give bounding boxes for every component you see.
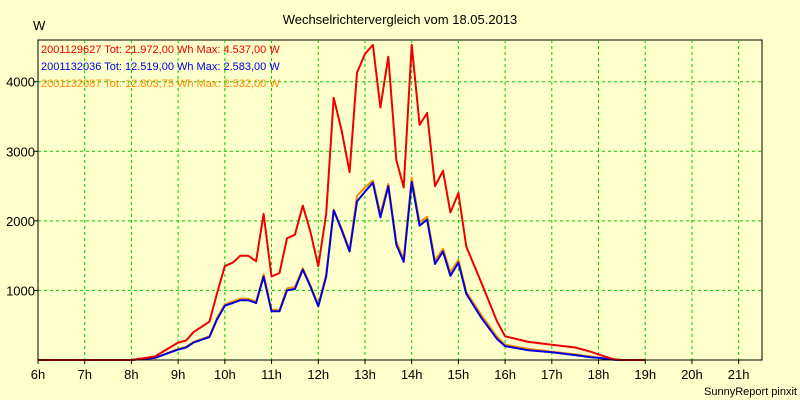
series-line-2001129627: [38, 43, 646, 361]
plot-area: [37, 39, 763, 361]
x-tick-label: 13h: [354, 367, 376, 382]
x-tick-label: 20h: [681, 367, 703, 382]
legend-entry-2001132036: 2001132036 Tot: 12.519,00 Wh Max: 2.583,…: [41, 61, 280, 73]
x-tick-label: 15h: [448, 367, 470, 382]
x-tick-label: 10h: [214, 367, 236, 382]
y-axis-unit: W: [33, 18, 46, 33]
x-tick-label: 21h: [728, 367, 750, 382]
plot-border: [37, 39, 763, 361]
y-tick-label: 3000: [6, 144, 35, 159]
x-tick-label: 18h: [588, 367, 610, 382]
y-tick-label: 4000: [6, 75, 35, 90]
chart-title: Wechselrichtervergleich vom 18.05.2013: [283, 12, 518, 27]
x-tick-label: 6h: [31, 367, 45, 382]
x-tick-label: 7h: [77, 367, 91, 382]
x-tick-label: 9h: [171, 367, 185, 382]
x-tick-label: 12h: [307, 367, 329, 382]
y-tick-label: 1000: [6, 283, 35, 298]
axes: 6h 7h 8h 9h 10h 11h 12h 13h 14h 15h 16h 17h 18h 19h 20…: [6, 40, 762, 382]
footer-credit: SunnyReport pinxit: [704, 386, 797, 398]
legend: 2001129627 Tot: 21.972,00 Wh Max: 4.537,…: [41, 44, 280, 90]
x-tick-label: 11h: [261, 367, 282, 382]
x-tick-label: 19h: [634, 367, 656, 382]
y-tick-label: 2000: [6, 214, 35, 229]
legend-entry-2001129627: 2001129627 Tot: 21.972,00 Wh Max: 4.537,…: [41, 44, 280, 56]
series-group: [38, 43, 646, 361]
x-tick-label: 17h: [541, 367, 563, 382]
legend-entry-2001132087: 2001132087 Tot: 12.803,75 Wh Max: 2.532,…: [41, 78, 280, 90]
x-tick-label: 16h: [494, 367, 516, 382]
series-line-2001132036: [38, 180, 646, 361]
x-tick-label: 14h: [401, 367, 423, 382]
x-tick-label: 8h: [124, 367, 138, 382]
